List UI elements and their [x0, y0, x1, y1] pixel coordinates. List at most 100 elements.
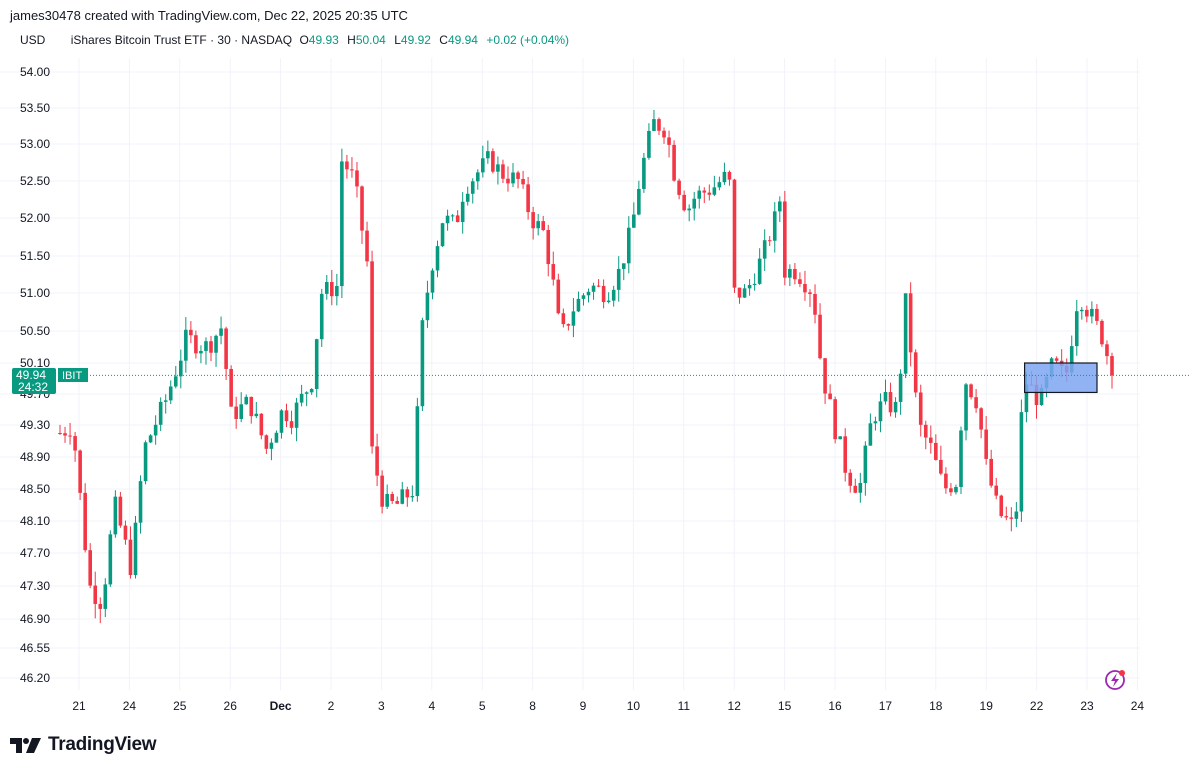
symbol-description[interactable]: iShares Bitcoin Trust ETF · 30 · NASDAQ: [70, 33, 293, 47]
candle-up: [1014, 502, 1019, 528]
price-chart[interactable]: 54.00 53.50 53.00 52.50 52.00 51.50 51.00 50.50…: [0, 0, 1200, 730]
highlight-box-rect[interactable]: [1023, 362, 1098, 394]
candle-up: [496, 156, 500, 185]
candle-body: [994, 485, 999, 496]
candle-body: [194, 335, 198, 354]
candle-body: [838, 436, 842, 440]
candle-body: [752, 283, 757, 285]
candle-body: [949, 488, 953, 493]
candle-body: [652, 119, 656, 131]
y-tick-label: 52.00: [20, 211, 50, 225]
candle-up: [954, 484, 958, 495]
candle-down: [682, 190, 686, 212]
candle-up: [571, 298, 576, 338]
candle-down: [928, 425, 933, 454]
x-tick-label: 3: [378, 699, 385, 713]
candle-up: [964, 382, 968, 441]
candle-down: [58, 424, 62, 435]
candle-body: [828, 393, 832, 400]
candle-body: [672, 144, 676, 181]
x-tick-label: 26: [224, 699, 238, 713]
candle-body: [818, 314, 822, 359]
x-tick-label: 23: [1080, 699, 1094, 713]
candle-body: [637, 188, 641, 215]
candle-body: [918, 392, 923, 425]
candle-up: [184, 317, 188, 373]
candle-body: [435, 246, 440, 271]
candle-body: [88, 550, 93, 586]
candle-body: [903, 293, 908, 374]
candle-body: [621, 263, 626, 269]
candle-body: [158, 401, 163, 425]
price-badge-countdown: 24:32: [18, 380, 48, 394]
candle-body: [888, 392, 893, 413]
candle-up: [254, 401, 259, 419]
candle-down: [798, 272, 802, 288]
time-axis[interactable]: 21 24 25 26 Dec 2 3 4 5 8 9 10 11 12 15 16 17 18 19 22 23 24: [72, 699, 1144, 713]
candle-body: [647, 130, 651, 158]
alert-icon[interactable]: [1105, 670, 1125, 690]
candle-body: [324, 282, 329, 294]
candle-up: [460, 192, 465, 234]
candle-body: [974, 397, 978, 409]
candle-up: [299, 384, 304, 407]
candle-body: [742, 288, 747, 298]
candle-body: [642, 157, 646, 189]
candle-body: [883, 392, 888, 402]
candle-down: [657, 117, 661, 135]
candle-up: [415, 397, 420, 502]
candle-body: [370, 261, 374, 447]
candle-down: [984, 416, 988, 465]
candle-body: [400, 489, 405, 504]
candle-body: [330, 282, 334, 297]
candle-up: [470, 178, 475, 204]
candle-body: [1019, 412, 1024, 512]
candle-body: [506, 178, 510, 184]
candle-body: [239, 404, 244, 419]
candle-up: [294, 397, 299, 442]
candle-up: [626, 216, 631, 274]
candle-up: [1074, 300, 1079, 356]
candle-body: [606, 300, 611, 303]
candle-body: [481, 158, 485, 173]
candle-body: [1009, 517, 1014, 519]
candle-down: [521, 170, 525, 189]
candle-body: [848, 472, 853, 486]
x-tick-label: 22: [1030, 699, 1044, 713]
x-tick-label: 21: [72, 699, 86, 713]
currency-label[interactable]: USD: [20, 33, 46, 47]
candle-body: [702, 190, 707, 193]
candle-up: [445, 209, 450, 231]
candle-up: [465, 186, 470, 206]
candle-up: [581, 293, 586, 306]
candle-body: [491, 151, 495, 172]
candle-body: [390, 494, 395, 502]
candle-up: [692, 191, 697, 221]
candle-down: [727, 170, 732, 186]
candle-body: [340, 161, 344, 287]
candle-down: [264, 434, 269, 454]
candle-body: [204, 341, 208, 351]
candle-up: [148, 434, 153, 444]
highlight-rectangle[interactable]: [1023, 362, 1098, 394]
candlestick-series: [58, 109, 1114, 624]
candle-body: [803, 283, 807, 293]
candle-up: [591, 282, 596, 300]
candle-up: [893, 397, 898, 418]
candle-down: [194, 330, 198, 359]
candle-body: [923, 424, 928, 438]
candle-up: [279, 409, 284, 439]
candle-down: [974, 388, 978, 413]
candle-up: [435, 240, 440, 278]
x-tick-label: 11: [678, 699, 691, 713]
candle-down: [853, 478, 858, 494]
candle-body: [179, 360, 183, 377]
candle-body: [269, 442, 274, 449]
candle-body: [687, 208, 691, 211]
candle-body: [707, 192, 712, 195]
close-label: C: [439, 33, 448, 47]
candle-body: [319, 293, 324, 340]
y-tick-label: 47.30: [20, 579, 50, 593]
candle-down: [370, 250, 374, 454]
candle-body: [1095, 308, 1099, 321]
